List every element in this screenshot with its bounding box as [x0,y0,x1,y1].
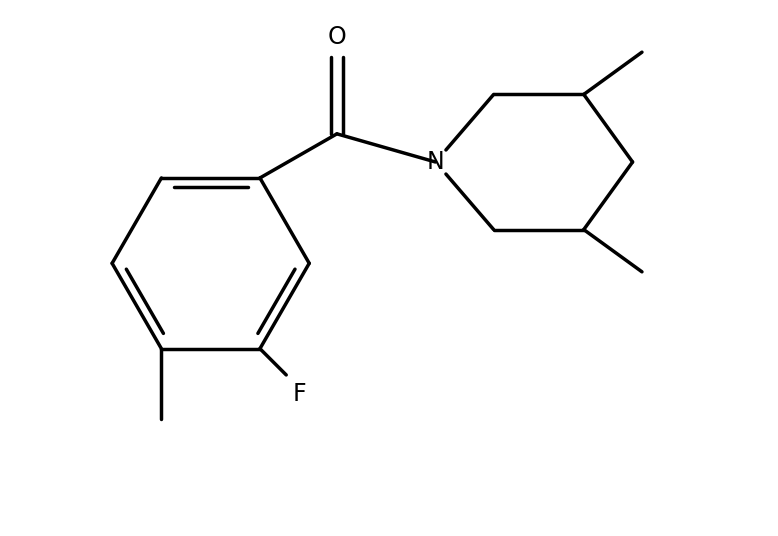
Text: O: O [328,25,346,49]
Text: N: N [426,150,444,174]
Text: F: F [293,382,307,406]
